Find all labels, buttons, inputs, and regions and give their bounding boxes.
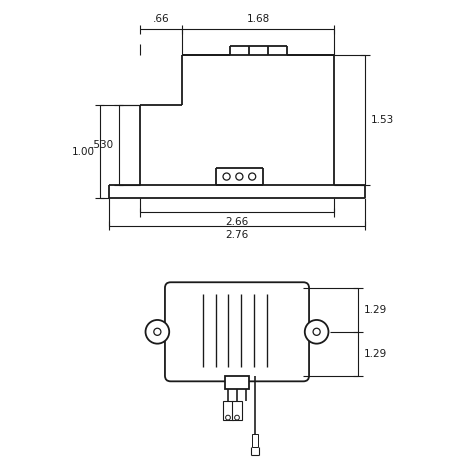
Bar — [223, 401, 233, 420]
Text: .530: .530 — [91, 140, 114, 150]
Circle shape — [313, 328, 320, 336]
Circle shape — [146, 320, 169, 344]
Bar — [232, 401, 242, 420]
Circle shape — [248, 173, 256, 180]
Text: 2.66: 2.66 — [225, 217, 249, 227]
Text: 1.29: 1.29 — [364, 305, 387, 315]
Text: 1.68: 1.68 — [246, 14, 270, 24]
Circle shape — [305, 320, 328, 344]
Bar — [225, 375, 249, 389]
Text: .66: .66 — [153, 14, 170, 24]
Text: 2.76: 2.76 — [225, 230, 249, 240]
Bar — [252, 434, 258, 447]
Circle shape — [226, 415, 230, 420]
Text: 1.53: 1.53 — [371, 115, 394, 125]
FancyBboxPatch shape — [165, 282, 309, 381]
Circle shape — [154, 328, 161, 336]
Circle shape — [236, 173, 243, 180]
Text: 1.00: 1.00 — [72, 146, 95, 157]
Circle shape — [235, 415, 239, 420]
Circle shape — [223, 173, 230, 180]
Text: 1.29: 1.29 — [364, 349, 387, 359]
